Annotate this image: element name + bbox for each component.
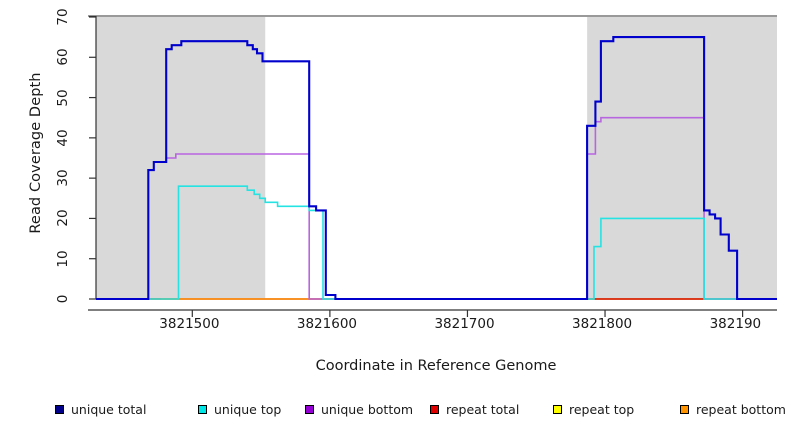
- legend-item-repeat-top[interactable]: repeat top: [553, 398, 634, 420]
- y-tick-label: 20: [55, 209, 71, 228]
- legend-swatch-icon: [198, 404, 207, 414]
- legend-label: repeat total: [446, 401, 520, 417]
- x-tick-label: 382190: [709, 316, 762, 332]
- legend-label: unique total: [71, 401, 147, 417]
- legend-label: unique top: [214, 401, 282, 417]
- y-tick-label: 70: [55, 8, 71, 26]
- legend-item-unique-bottom[interactable]: unique bottom: [305, 398, 413, 420]
- legend-swatch-icon: [430, 404, 439, 414]
- series-line-unique-total: [96, 36, 777, 301]
- legend-swatch-icon: [553, 404, 562, 414]
- x-tick-label: 3821700: [434, 316, 495, 332]
- y-tick-label: 50: [55, 88, 71, 107]
- legend-swatch-icon: [55, 404, 64, 414]
- shaded-region: [96, 17, 266, 299]
- series-line-unique-top: [96, 185, 777, 300]
- x-tick-label: 3821600: [296, 316, 357, 332]
- legend-swatch-icon: [680, 404, 689, 414]
- y-tick-label: 30: [55, 169, 71, 187]
- legend-swatch-icon: [305, 404, 314, 414]
- legend-label: repeat top: [569, 401, 635, 417]
- legend-item-repeat-total[interactable]: repeat total: [430, 398, 519, 420]
- x-tick-label: 3821500: [159, 316, 220, 332]
- legend-label: repeat bottom: [696, 401, 786, 417]
- y-tick-label: 0: [55, 294, 71, 304]
- chart-legend: unique total unique top unique bottom repea…: [0, 398, 792, 420]
- legend-label: unique bottom: [321, 401, 414, 417]
- shaded-region: [587, 17, 777, 299]
- legend-item-repeat-bottom[interactable]: repeat bottom: [680, 398, 786, 420]
- x-axis-title: Coordinate in Reference Genome: [315, 358, 557, 374]
- legend-item-unique-total[interactable]: unique total: [55, 398, 146, 420]
- legend-item-unique-top[interactable]: unique top: [198, 398, 281, 420]
- y-tick-label: 60: [55, 48, 71, 66]
- y-tick-label: 40: [55, 129, 71, 147]
- x-tick-label: 3821800: [572, 316, 633, 332]
- y-tick-label: 10: [55, 250, 71, 268]
